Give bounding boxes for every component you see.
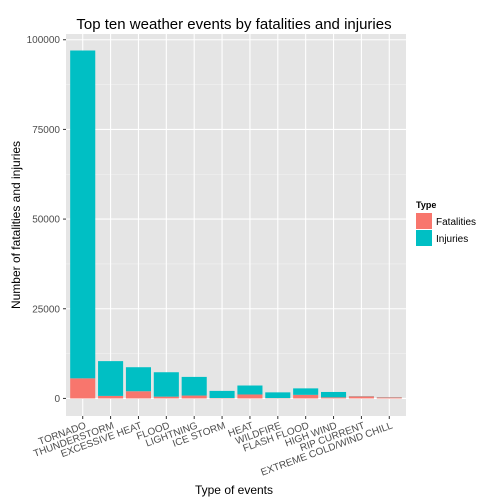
bar-injuries xyxy=(265,392,290,398)
bar-fatalities xyxy=(154,397,179,399)
bar-injuries xyxy=(98,361,123,396)
bar-fatalities xyxy=(349,396,374,398)
legend-key-injuries xyxy=(416,230,432,246)
bar-injuries xyxy=(293,388,318,394)
plot-panel xyxy=(66,34,406,416)
y-axis-title: Number of fatalities and injuries xyxy=(9,141,23,309)
legend-title: Type xyxy=(416,200,436,210)
bar-fatalities xyxy=(237,394,262,398)
y-tick-label: 50000 xyxy=(32,215,60,226)
bar-fatalities xyxy=(377,397,402,398)
bar-fatalities xyxy=(126,391,151,398)
bar-injuries xyxy=(154,372,179,396)
y-axis: 0 25000 50000 75000 100000 xyxy=(27,35,66,405)
y-tick-label: 75000 xyxy=(32,125,60,136)
bar-injuries xyxy=(70,50,95,378)
bar-fatalities xyxy=(293,395,318,399)
y-tick-label: 100000 xyxy=(27,35,61,46)
bar-injuries xyxy=(237,386,262,395)
x-axis-title: Type of events xyxy=(195,483,273,497)
bar-injuries xyxy=(321,392,346,397)
y-tick-label: 25000 xyxy=(32,304,60,315)
bar-injuries xyxy=(126,367,151,391)
bar-injuries xyxy=(182,377,207,396)
bar-fatalities xyxy=(321,397,346,398)
bar-fatalities xyxy=(182,396,207,399)
legend-label-injuries: Injuries xyxy=(436,234,468,245)
bar-fatalities xyxy=(70,378,95,398)
y-tick-label: 0 xyxy=(54,394,60,405)
legend: Type Fatalities Injuries xyxy=(416,200,476,246)
legend-key-fatalities xyxy=(416,213,432,229)
legend-label-fatalities: Fatalities xyxy=(436,217,476,228)
bar-injuries xyxy=(210,391,235,398)
bar-fatalities xyxy=(98,396,123,399)
chart-title: Top ten weather events by fatalities and… xyxy=(76,16,391,33)
